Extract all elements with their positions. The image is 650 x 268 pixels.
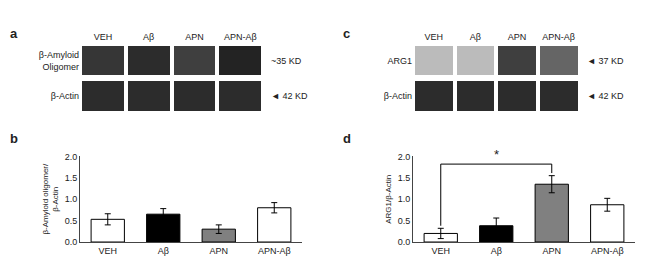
svg-text:1.5: 1.5 [398,173,411,183]
svg-text:ARG1: ARG1 [387,56,412,66]
svg-text:β-Amyloid oligomer/β-Actin: β-Amyloid oligomer/β-Actin [41,163,60,235]
svg-text:APN: APN [209,246,228,256]
svg-text:VEH: VEH [98,246,117,256]
svg-text:◄ 42 KD: ◄ 42 KD [587,91,624,101]
svg-text:APN: APN [542,246,561,256]
svg-text:Aβ: Aβ [491,246,502,256]
svg-text:ARG1/β-Actin: ARG1/β-Actin [384,175,393,224]
svg-text:*: * [494,147,499,162]
svg-text:◄ 42 KD: ◄ 42 KD [271,91,308,101]
svg-text:VEH: VEH [431,246,450,256]
svg-text:APN-Aβ: APN-Aβ [542,32,575,42]
svg-text:APN: APN [185,32,204,42]
svg-text:APN-Aβ: APN-Aβ [224,32,257,42]
svg-text:VEH: VEH [425,32,444,42]
svg-text:Aβ: Aβ [158,246,169,256]
svg-text:a: a [10,26,18,41]
svg-text:◄ 37 KD: ◄ 37 KD [587,56,624,66]
svg-text:β-Actin: β-Actin [384,91,412,101]
svg-text:0.0: 0.0 [398,237,411,247]
svg-text:VEH: VEH [94,32,113,42]
svg-text:1.0: 1.0 [65,194,78,204]
svg-text:β-Actin: β-Actin [51,91,79,101]
svg-text:1.0: 1.0 [398,194,411,204]
svg-text:Aβ: Aβ [143,32,154,42]
svg-text:b: b [10,131,18,146]
svg-text:APN-Aβ: APN-Aβ [591,246,624,256]
svg-text:0.5: 0.5 [65,216,78,226]
svg-text:2.0: 2.0 [398,152,411,162]
svg-text:APN: APN [508,32,527,42]
svg-text:d: d [343,131,351,146]
svg-text:Aβ: Aβ [470,32,481,42]
svg-text:APN-Aβ: APN-Aβ [258,246,291,256]
svg-text:β-AmyloidOligomer: β-AmyloidOligomer [39,50,79,72]
svg-text:1.5: 1.5 [65,173,78,183]
svg-text:2.0: 2.0 [65,152,78,162]
svg-text:0.0: 0.0 [65,237,78,247]
svg-text:0.5: 0.5 [398,216,411,226]
svg-text:~35 KD: ~35 KD [271,56,302,66]
svg-text:c: c [343,26,350,41]
